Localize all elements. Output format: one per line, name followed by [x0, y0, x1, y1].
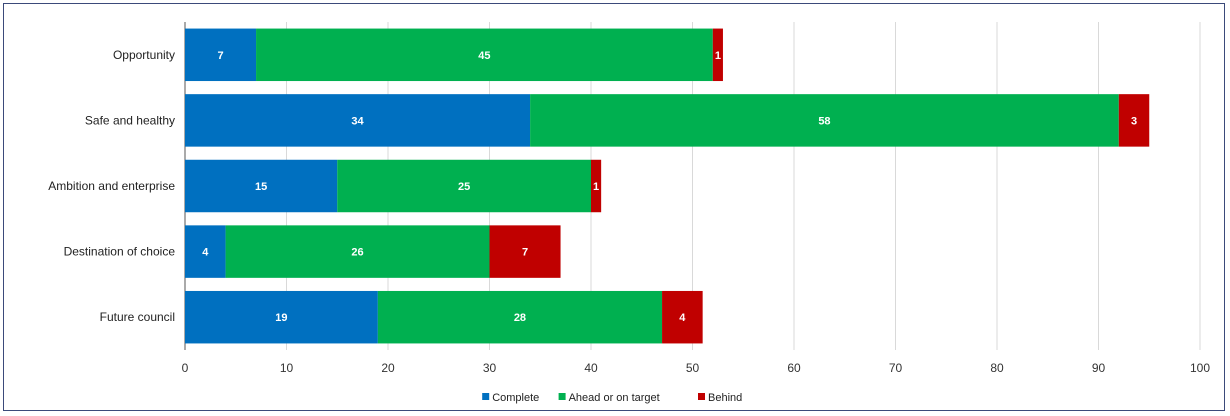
x-tick-labels: 0 10 20 30 40 50 60 70 80 90 100	[182, 361, 1211, 375]
data-label: 34	[351, 115, 364, 127]
bar-segment	[662, 290, 703, 344]
bar-segment	[337, 159, 591, 213]
data-label: 7	[522, 247, 528, 259]
bars: 7 45 1 34 58 3 15 25 1 4 26 7 19 28 4	[185, 28, 1150, 344]
x-tick-label: 10	[280, 361, 294, 375]
data-label: 1	[593, 181, 599, 193]
bar-segment	[185, 290, 378, 344]
legend-label: Behind	[708, 392, 742, 404]
bar-segment	[489, 225, 561, 278]
legend-swatch	[698, 393, 705, 400]
data-label: 7	[217, 50, 223, 62]
legend: Complete Ahead or on target Behind	[482, 392, 742, 404]
bar-segment	[1118, 94, 1150, 147]
legend-label: Complete	[492, 392, 539, 404]
x-tick-label: 0	[182, 361, 189, 375]
category-label: Opportunity	[113, 48, 175, 62]
legend-label: Ahead or on target	[569, 392, 660, 404]
category-label: Safe and healthy	[85, 113, 175, 127]
bar-segment	[377, 290, 663, 344]
data-label: 4	[679, 312, 686, 324]
category-label: Future council	[100, 310, 175, 324]
x-tick-label: 40	[584, 361, 598, 375]
x-tick-label: 90	[1092, 361, 1106, 375]
bar-segment	[712, 28, 723, 82]
x-tick-label: 100	[1190, 361, 1210, 375]
bar-segment	[185, 28, 257, 82]
x-tick-label: 70	[889, 361, 903, 375]
data-label: 3	[1131, 115, 1137, 127]
bar-segment	[225, 225, 490, 278]
data-label: 19	[275, 312, 287, 324]
data-label: 4	[202, 247, 209, 259]
bar-segment	[185, 225, 226, 278]
bar-segment	[185, 159, 338, 213]
legend-swatch	[558, 393, 566, 400]
data-label: 28	[514, 312, 526, 324]
data-label: 1	[715, 50, 721, 62]
x-tick-label: 80	[990, 361, 1004, 375]
data-label: 25	[458, 181, 470, 193]
x-tick-label: 50	[686, 361, 700, 375]
data-label: 26	[351, 247, 363, 259]
category-label: Ambition and enterprise	[48, 179, 175, 193]
data-label: 58	[818, 115, 830, 127]
data-label: 45	[478, 50, 490, 62]
category-label: Destination of choice	[64, 245, 176, 259]
bar-segment	[530, 94, 1119, 147]
bar-segment	[591, 159, 602, 213]
x-tick-label: 60	[787, 361, 801, 375]
bar-segment	[185, 94, 531, 147]
bar-segment	[256, 28, 713, 82]
x-tick-label: 30	[483, 361, 497, 375]
legend-swatch	[482, 393, 490, 400]
category-labels: Opportunity Safe and healthy Ambition and …	[48, 48, 175, 324]
data-label: 15	[255, 181, 267, 193]
x-tick-label: 20	[381, 361, 395, 375]
